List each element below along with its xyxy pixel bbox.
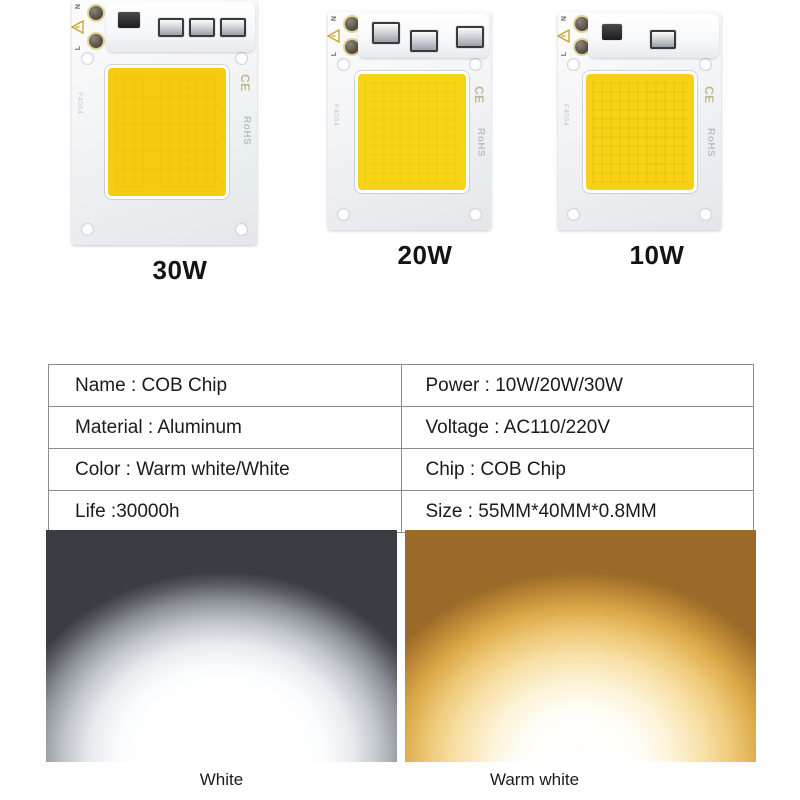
led-die-grid xyxy=(364,80,460,184)
spec-cell-material: Material : Aluminum xyxy=(48,406,402,449)
chip-power-label-10w: 10W xyxy=(629,240,685,270)
light-sample-row xyxy=(46,530,756,762)
pcb-board-30w: N L F4054 CE RoHS xyxy=(71,0,257,245)
led-emitter-30w xyxy=(108,68,226,196)
smd-component-icon xyxy=(456,26,484,48)
table-row: Material : Aluminum Voltage : AC110/220V xyxy=(48,406,754,449)
terminal-block-10w: N L xyxy=(557,14,594,58)
mounting-hole-icon xyxy=(337,208,350,221)
warning-triangle-icon xyxy=(71,20,87,34)
pcb-board-10w: N L F4054 CE RoHS xyxy=(557,12,721,230)
chip-power-label-30w: 30W xyxy=(152,255,208,285)
terminal-label-live: L xyxy=(331,51,338,56)
mounting-hole-icon xyxy=(699,208,712,221)
glow-gradient xyxy=(405,530,756,762)
table-row: Name : COB Chip Power : 10W/20W/30W xyxy=(48,364,754,407)
smd-component-icon xyxy=(410,30,438,52)
driver-strip-20w xyxy=(358,14,489,58)
mounting-hole-icon xyxy=(567,208,580,221)
spec-cell-power: Power : 10W/20W/30W xyxy=(400,364,754,407)
warning-triangle-icon xyxy=(327,29,343,43)
glow-gradient xyxy=(46,530,397,762)
light-sample-caption-white: White xyxy=(199,770,244,789)
spec-cell-name: Name : COB Chip xyxy=(48,364,402,407)
driver-strip-30w xyxy=(106,2,255,52)
warning-triangle-icon xyxy=(557,29,573,43)
mounting-hole-icon xyxy=(337,58,350,71)
smd-component-icon xyxy=(189,18,215,37)
spec-cell-size: Size : 55MM*40MM*0.8MM xyxy=(400,490,754,533)
ce-mark-icon: CE xyxy=(702,86,716,104)
spec-cell-chip: Chip : COB Chip xyxy=(400,448,754,491)
terminal-label-live: L xyxy=(561,51,568,56)
smd-component-icon xyxy=(158,18,184,37)
terminal-label-neutral: N xyxy=(75,4,82,10)
terminal-label-live: L xyxy=(75,45,82,50)
led-die-grid xyxy=(115,75,219,189)
rohs-mark: RoHS xyxy=(241,116,252,146)
mounting-hole-icon xyxy=(567,58,580,71)
pcb-board-20w: N L F4054 CE RoHS xyxy=(327,12,491,230)
solder-pad-icon xyxy=(89,34,103,48)
spec-cell-life: Life :30000h xyxy=(48,490,402,533)
smd-component-icon xyxy=(602,24,622,40)
mounting-hole-icon xyxy=(235,52,248,65)
rohs-mark: RoHS xyxy=(475,128,486,158)
solder-pad-icon xyxy=(345,17,359,31)
light-sample-caption-warm-white: Warm white xyxy=(489,770,580,789)
driver-strip-10w xyxy=(588,14,719,58)
specification-table: Name : COB Chip Power : 10W/20W/30W Mate… xyxy=(48,364,754,533)
solder-pad-icon xyxy=(575,40,589,54)
light-sample-warm-white xyxy=(405,530,756,762)
solder-pad-icon xyxy=(89,6,103,20)
terminal-label-neutral: N xyxy=(561,16,568,22)
silkscreen-code: F4054 xyxy=(562,104,569,127)
silkscreen-code: F4054 xyxy=(332,104,339,127)
ce-mark-icon: CE xyxy=(472,86,486,104)
mounting-hole-icon xyxy=(699,58,712,71)
solder-pad-icon xyxy=(345,40,359,54)
smd-component-icon xyxy=(650,30,676,49)
silkscreen-code: F4054 xyxy=(76,92,83,115)
glow-streak xyxy=(112,746,331,762)
chip-item-20w[interactable]: N L F4054 CE RoHS 20W xyxy=(320,0,530,271)
terminal-label-neutral: N xyxy=(331,16,338,22)
spec-cell-color: Color : Warm white/White xyxy=(48,448,402,491)
smd-component-icon xyxy=(220,18,246,37)
smd-component-icon xyxy=(118,12,140,28)
mounting-hole-icon xyxy=(81,223,94,236)
solder-pad-icon xyxy=(575,17,589,31)
chip-power-label-20w: 20W xyxy=(397,240,453,270)
rohs-mark: RoHS xyxy=(705,128,716,158)
mounting-hole-icon xyxy=(469,58,482,71)
terminal-block-30w: N L xyxy=(71,2,108,52)
mounting-hole-icon xyxy=(235,223,248,236)
led-die-grid xyxy=(592,80,688,184)
mounting-hole-icon xyxy=(81,52,94,65)
spec-cell-voltage: Voltage : AC110/220V xyxy=(400,406,754,449)
ce-mark-icon: CE xyxy=(238,74,252,92)
glow-streak xyxy=(471,746,690,762)
light-sample-white xyxy=(46,530,397,762)
table-row: Color : Warm white/White Chip : COB Chip xyxy=(48,448,754,491)
chip-gallery: N L F4054 CE RoHS 30W xyxy=(0,0,800,332)
terminal-block-20w: N L xyxy=(327,14,364,58)
smd-component-icon xyxy=(372,22,400,44)
led-emitter-20w xyxy=(358,74,466,190)
chip-item-30w[interactable]: N L F4054 CE RoHS 30W xyxy=(60,0,300,286)
table-row: Life :30000h Size : 55MM*40MM*0.8MM xyxy=(48,490,754,533)
led-emitter-10w xyxy=(586,74,694,190)
chip-item-10w[interactable]: N L F4054 CE RoHS 10W xyxy=(552,0,762,271)
mounting-hole-icon xyxy=(469,208,482,221)
